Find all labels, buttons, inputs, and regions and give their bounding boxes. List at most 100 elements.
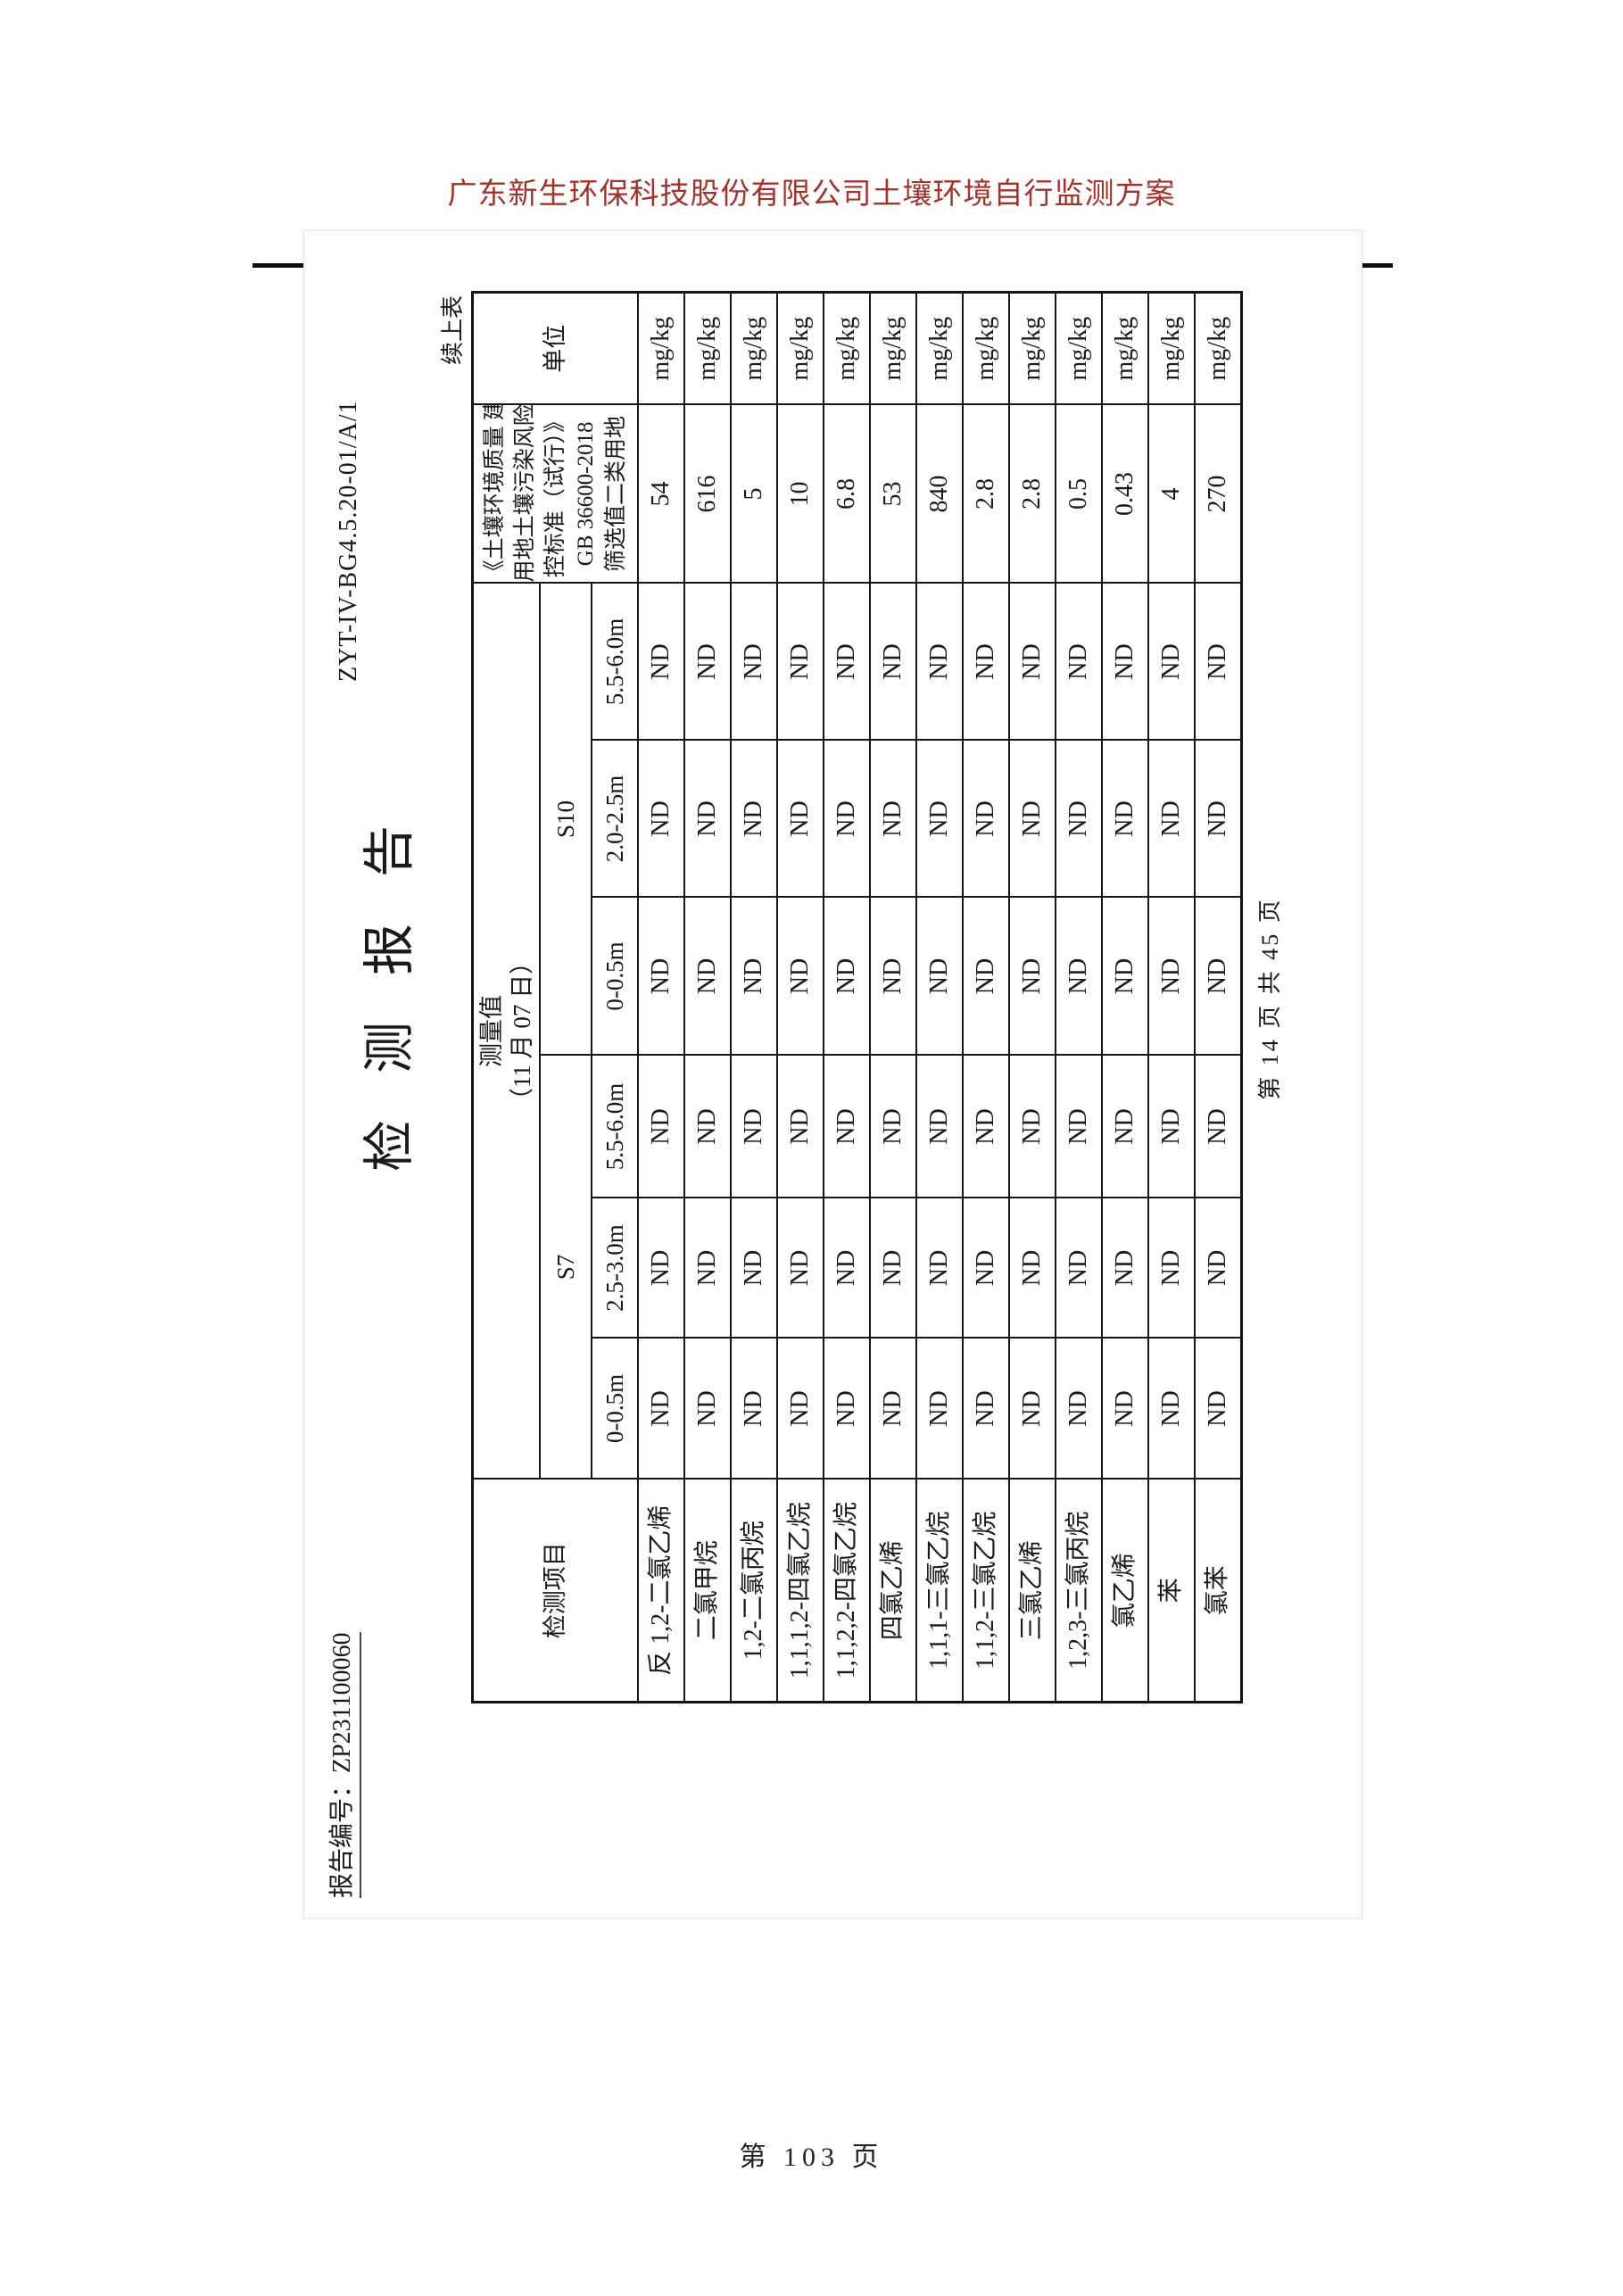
result-cell: ND	[638, 740, 684, 898]
result-cell: ND	[1009, 583, 1056, 741]
result-cell: ND	[1102, 1055, 1148, 1198]
result-cell: ND	[916, 1338, 963, 1480]
result-cell: ND	[777, 1055, 824, 1198]
result-cell: ND	[916, 1055, 963, 1198]
result-cell: ND	[1009, 897, 1056, 1056]
table-row: 氯乙烯 ND ND ND ND ND ND 0.43 mg/kg	[1102, 292, 1148, 1703]
table-row: 苯 ND ND ND ND ND ND 4 mg/kg	[1148, 292, 1195, 1703]
unit-cell: mg/kg	[777, 292, 824, 405]
col-header-measured-values: 测量值 （11 月 07 日）	[472, 583, 540, 1480]
result-cell: ND	[638, 583, 684, 741]
analyte-name: 1,1,1-三氯乙烷	[916, 1479, 963, 1703]
result-cell: ND	[638, 1338, 684, 1480]
header-row-1: 检测项目 测量值 （11 月 07 日） 《土壤环境质量 建设 用地土壤污染风险…	[472, 292, 638, 1703]
result-cell: ND	[963, 583, 1009, 741]
result-cell: ND	[1148, 897, 1195, 1056]
unit-cell: mg/kg	[916, 292, 963, 405]
unit-cell: mg/kg	[1195, 292, 1242, 405]
result-cell: ND	[1102, 1338, 1148, 1480]
table-row: 四氯乙烯 ND ND ND ND ND ND 53 mg/kg	[870, 292, 916, 1703]
result-cell: ND	[963, 1198, 1009, 1339]
unit-cell: mg/kg	[684, 292, 731, 405]
analyte-name: 1,2-二氯丙烷	[731, 1479, 777, 1703]
borehole-s7: S7	[540, 1055, 592, 1480]
analyte-name: 四氯乙烯	[870, 1479, 916, 1703]
result-cell: ND	[684, 583, 731, 741]
result-cell: ND	[777, 897, 824, 1056]
borehole-s10: S10	[540, 583, 592, 1056]
standard-line: 控标准（试行）》	[542, 410, 567, 578]
result-cell: ND	[777, 583, 824, 741]
result-cell: ND	[916, 897, 963, 1056]
result-cell: ND	[1102, 897, 1148, 1056]
result-cell: ND	[824, 1198, 870, 1339]
result-cell: ND	[731, 583, 777, 741]
result-cell: ND	[963, 897, 1009, 1056]
unit-cell: mg/kg	[824, 292, 870, 405]
result-cell: ND	[1195, 1055, 1242, 1198]
table-row: 二氯甲烷 ND ND ND ND ND ND 616 mg/kg	[684, 292, 731, 1703]
unit-cell: mg/kg	[1148, 292, 1195, 405]
result-cell: ND	[870, 1338, 916, 1480]
table-row: 三氯乙烯 ND ND ND ND ND ND 2.8 mg/kg	[1009, 292, 1056, 1703]
table-row: 1,1,2,2-四氯乙烷 ND ND ND ND ND ND 6.8 mg/kg	[824, 292, 870, 1703]
analyte-name: 二氯甲烷	[684, 1479, 731, 1703]
result-cell: ND	[870, 1198, 916, 1339]
analyte-name: 1,1,1,2-四氯乙烷	[777, 1479, 824, 1703]
depth-s10-3: 5.5-6.0m	[592, 583, 638, 741]
analyte-name: 1,2,3-三氯丙烷	[1056, 1479, 1102, 1703]
result-cell: ND	[870, 1055, 916, 1198]
result-cell: ND	[916, 740, 963, 898]
result-cell: ND	[1148, 583, 1195, 741]
result-cell: ND	[777, 1198, 824, 1339]
result-cell: ND	[1195, 1198, 1242, 1339]
depth-s7-2: 2.5-3.0m	[592, 1198, 638, 1339]
results-table: 检测项目 测量值 （11 月 07 日） 《土壤环境质量 建设 用地土壤污染风险…	[471, 290, 1243, 1703]
continued-table-label: 续上表	[440, 295, 466, 366]
result-cell: ND	[1009, 1198, 1056, 1339]
standard-value: 840	[916, 404, 963, 584]
document-code: ZYT-IV-BG4.5.20-01/A/1	[335, 400, 362, 682]
table-row: 1,1,1,2-四氯乙烷 ND ND ND ND ND ND 10 mg/kg	[777, 292, 824, 1703]
depth-s7-1: 0-0.5m	[592, 1338, 638, 1480]
result-cell: ND	[638, 897, 684, 1056]
result-cell: ND	[777, 1338, 824, 1480]
standard-line: 用地土壤污染风险管	[512, 404, 537, 583]
document-header-title: 广东新生环保科技股份有限公司土壤环境自行监测方案	[447, 178, 1176, 211]
result-cell: ND	[1056, 740, 1102, 898]
depth-s10-2: 2.0-2.5m	[592, 740, 638, 898]
analyte-name: 1,1,2-三氯乙烷	[963, 1479, 1009, 1703]
result-cell: ND	[731, 897, 777, 1056]
result-cell: ND	[1056, 897, 1102, 1056]
depth-s7-3: 5.5-6.0m	[592, 1055, 638, 1198]
unit-cell: mg/kg	[1056, 292, 1102, 405]
unit-cell: mg/kg	[1102, 292, 1148, 405]
col-header-unit: 单位	[472, 292, 638, 405]
standard-value: 53	[870, 404, 916, 584]
result-cell: ND	[824, 583, 870, 741]
result-cell: ND	[731, 1198, 777, 1339]
measured-values-date: （11 月 07 日）	[508, 949, 535, 1113]
analyte-name: 三氯乙烯	[1009, 1479, 1056, 1703]
standard-line: 筛选值二类用地	[603, 415, 628, 572]
result-cell: ND	[684, 740, 731, 898]
result-cell: ND	[684, 1338, 731, 1480]
standard-value: 54	[638, 404, 684, 584]
unit-cell: mg/kg	[731, 292, 777, 405]
standard-line: GB 36600-2018	[573, 421, 598, 567]
result-cell: ND	[731, 740, 777, 898]
result-cell: ND	[824, 1055, 870, 1198]
col-header-standard: 《土壤环境质量 建设 用地土壤污染风险管 控标准（试行）》 GB 36600-2…	[472, 404, 638, 584]
result-cell: ND	[777, 740, 824, 898]
result-cell: ND	[870, 897, 916, 1056]
standard-value: 5	[731, 404, 777, 584]
table-row: 反 1,2-二氯乙烯 ND ND ND ND ND ND 54 mg/kg	[638, 292, 684, 1703]
result-cell: ND	[870, 583, 916, 741]
result-cell: ND	[684, 897, 731, 1056]
table-row: 1,2-二氯丙烷 ND ND ND ND ND ND 5 mg/kg	[731, 292, 777, 1703]
analyte-name: 氯乙烯	[1102, 1479, 1148, 1703]
result-cell: ND	[916, 583, 963, 741]
standard-value: 4	[1148, 404, 1195, 584]
standard-line: 《土壤环境质量 建设	[482, 404, 507, 583]
standard-value: 270	[1195, 404, 1242, 584]
